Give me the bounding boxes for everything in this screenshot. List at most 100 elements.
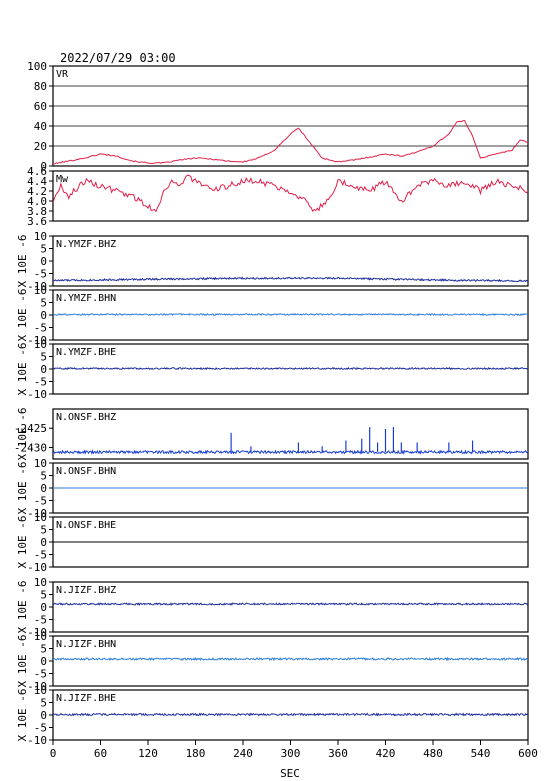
y-tick-label: 0: [40, 655, 47, 668]
panel-label: N.ONSF.BHZ: [56, 412, 116, 423]
y-axis-label: X 10E -6: [16, 408, 29, 461]
panel-label: N.ONSF.BHE: [56, 520, 116, 531]
panel-frame: [52, 581, 529, 633]
panel-label: N.JIZF.BHE: [56, 693, 116, 704]
panel-1: 0 20 40 60 80 100 VR: [27, 60, 529, 173]
y-tick-label: -5: [34, 495, 47, 508]
y-tick-label: 60: [34, 100, 47, 113]
panel-label: N.JIZF.BHZ: [56, 585, 116, 596]
y-axis-label: X 10E -6: [16, 343, 29, 396]
y-tick-label: 20: [34, 140, 47, 153]
series-line: [53, 656, 528, 662]
y-tick-label: 5: [40, 351, 47, 364]
panel-frame: [52, 408, 529, 460]
y-tick-label: 10: [34, 630, 47, 643]
panel-frame: [52, 65, 529, 167]
y-tick-label: 5: [40, 470, 47, 483]
panel-label: Mw: [56, 174, 69, 185]
y-tick-label: -5: [34, 614, 47, 627]
y-tick-label: -2425: [14, 422, 47, 435]
series-line: [53, 120, 528, 165]
x-tick-label: 180: [186, 747, 206, 760]
y-tick-label: 0: [40, 709, 47, 722]
panel-6: -2425 -2430 N.ONSF.BHZ X 10E -6: [14, 408, 529, 461]
y-tick-label: -2430: [14, 441, 47, 454]
y-tick-label: -10: [27, 680, 47, 693]
series-line: [53, 712, 528, 717]
panel-frame: [52, 635, 529, 687]
x-tick-label: 360: [328, 747, 348, 760]
y-tick-label: 10: [34, 284, 47, 297]
x-axis-label: SEC: [280, 767, 300, 780]
x-tick-label: 480: [423, 747, 443, 760]
y-tick-label: 0: [40, 160, 47, 173]
y-tick-label: 4.2: [27, 185, 47, 198]
y-tick-label: 40: [34, 120, 47, 133]
panel-label: N.ONSF.BHN: [56, 466, 116, 477]
panel-label: N.YMZF.BHE: [56, 347, 116, 358]
x-tick-label: 300: [281, 747, 301, 760]
y-tick-label: -5: [34, 722, 47, 735]
y-tick-label: 4.6: [27, 165, 47, 178]
y-tick-label: -10: [27, 280, 47, 293]
y-tick-label: 10: [34, 684, 47, 697]
x-axis: 0 60 120 180 240 300 360 420 480 540 600: [50, 740, 538, 760]
panel-label: N.YMZF.BHN: [56, 293, 116, 304]
series-line: [53, 366, 528, 371]
y-tick-label: -5: [34, 376, 47, 389]
series-line: [53, 276, 528, 283]
y-tick-label: 5: [40, 643, 47, 656]
y-tick-label: 4.4: [27, 175, 47, 188]
panels: 020406080100VR3.63.84.04.24.44.6Mw-10-50…: [14, 60, 529, 747]
y-tick-label: 5: [40, 697, 47, 710]
y-tick-label: 0: [40, 255, 47, 268]
x-tick-label: 420: [376, 747, 396, 760]
y-tick-label: 80: [34, 80, 47, 93]
y-tick-label: 3.6: [27, 215, 47, 228]
y-tick-label: 10: [34, 511, 47, 524]
y-tick-label: 0: [40, 536, 47, 549]
y-tick-label: -10: [27, 734, 47, 747]
series-line: [53, 449, 528, 455]
y-tick-label: 10: [34, 457, 47, 470]
x-tick-label: 120: [138, 747, 158, 760]
y-tick-label: -10: [27, 561, 47, 574]
y-tick-label: -10: [27, 334, 47, 347]
x-tick-label: 240: [233, 747, 253, 760]
x-tick-label: 600: [518, 747, 538, 760]
x-tick-label: 540: [471, 747, 491, 760]
x-tick-label: 60: [94, 747, 107, 760]
y-axis-label: X 10E -6: [16, 581, 29, 634]
y-tick-label: 0: [40, 309, 47, 322]
y-tick-label: 5: [40, 524, 47, 537]
y-tick-label: 0: [40, 601, 47, 614]
y-tick-label: 5: [40, 243, 47, 256]
y-axis-label: X 10E -6: [16, 289, 29, 342]
y-tick-label: 100: [27, 60, 47, 73]
panel-frame: [52, 170, 529, 222]
y-tick-label: 4.0: [27, 195, 47, 208]
series-line: [53, 174, 528, 213]
y-axis-label: X 10E -6: [16, 235, 29, 288]
y-tick-label: 10: [34, 230, 47, 243]
panel-label: N.YMZF.BHZ: [56, 239, 116, 250]
panel-label: N.JIZF.BHN: [56, 639, 116, 650]
y-tick-label: -5: [34, 668, 47, 681]
y-tick-label: -5: [34, 268, 47, 281]
y-tick-label: -10: [27, 507, 47, 520]
y-tick-label: 10: [34, 576, 47, 589]
y-axis-label: X 10E -6: [16, 462, 29, 515]
panel-frame: [52, 289, 529, 341]
y-tick-label: 10: [34, 338, 47, 351]
series-line: [53, 602, 528, 606]
y-tick-label: -10: [27, 388, 47, 401]
y-tick-label: 3.8: [27, 205, 47, 218]
panel-2: 3.63.84.04.24.44.6 Mw: [27, 165, 529, 228]
